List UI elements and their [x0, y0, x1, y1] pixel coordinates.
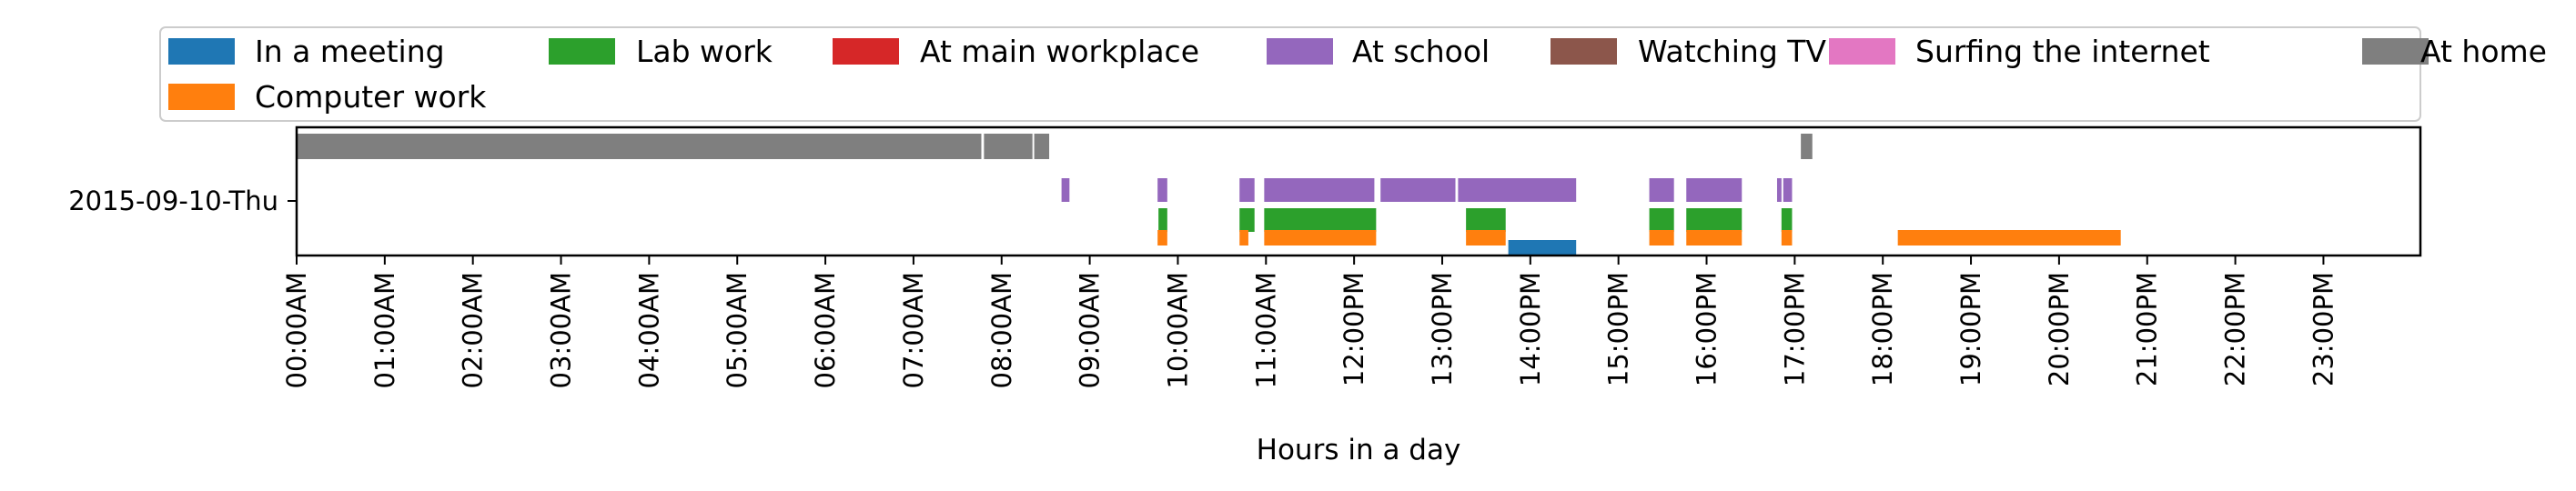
- x-tick-label: 01:00AM: [369, 272, 400, 388]
- x-tick-label: 22:00PM: [2220, 272, 2251, 386]
- x-tick-label: 21:00PM: [2132, 272, 2163, 386]
- y-axis-ticks: 2015-09-10-Thu: [68, 185, 297, 216]
- x-tick-label: 13:00PM: [1427, 272, 1458, 386]
- bar-at-school-1: [1157, 178, 1167, 202]
- legend-label: At home: [2420, 34, 2547, 69]
- legend-item-in-a-meeting: In a meeting: [168, 34, 445, 69]
- x-tick-label: 16:00PM: [1692, 272, 1722, 386]
- x-tick-label: 07:00AM: [898, 272, 929, 388]
- bar-computer-work-1: [1239, 230, 1248, 246]
- bar-computer-work-6: [1781, 230, 1793, 246]
- y-tick-label: 2015-09-10-Thu: [68, 185, 278, 216]
- x-tick-label: 02:00AM: [458, 272, 489, 388]
- x-tick-label: 05:00AM: [722, 272, 753, 388]
- bar-lab-work-3: [1466, 208, 1506, 232]
- bar-at-school-7: [1686, 178, 1743, 202]
- bar-computer-work-0: [1157, 230, 1167, 246]
- x-tick-label: 11:00AM: [1250, 272, 1281, 388]
- plot-frame: [295, 125, 2422, 257]
- legend: In a meeting Computer work Lab work At main…: [159, 26, 2547, 122]
- bar-lab-work-5: [1686, 208, 1743, 232]
- bar-at-home-2: [1034, 134, 1050, 159]
- legend-item-at-home: At home: [2362, 34, 2547, 69]
- bar-lab-work-1: [1239, 208, 1255, 232]
- x-tick-label: 04:00AM: [633, 272, 664, 388]
- legend-swatch: [833, 38, 899, 65]
- bar-at-home-1: [984, 134, 1033, 159]
- bar-at-home-0: [297, 134, 982, 159]
- bar-lab-work-6: [1781, 208, 1793, 232]
- bar-at-school-8: [1776, 178, 1782, 202]
- x-tick-label: 23:00PM: [2308, 272, 2339, 386]
- bar-computer-work-4: [1649, 230, 1674, 246]
- x-tick-label: 10:00AM: [1162, 272, 1193, 388]
- bar-at-school-0: [1061, 178, 1070, 202]
- legend-label: Computer work: [255, 79, 487, 115]
- bar-at-school-5: [1458, 178, 1577, 202]
- x-tick-label: 18:00PM: [1867, 272, 1898, 386]
- x-tick-label: 08:00AM: [986, 272, 1017, 388]
- bar-computer-work-7: [1897, 230, 2121, 246]
- legend-swatch: [1267, 38, 1333, 65]
- legend-item-surfing-the-internet: Surfing the internet: [1829, 34, 2210, 69]
- legend-label: Surfing the internet: [1915, 34, 2210, 69]
- legend-swatch: [1551, 38, 1617, 65]
- bar-at-school-2: [1239, 178, 1255, 202]
- legend-item-at-school: At school: [1267, 34, 1490, 69]
- legend-label: At main workplace: [920, 34, 1199, 69]
- bar-at-school-9: [1783, 178, 1793, 202]
- bar-computer-work-2: [1264, 230, 1377, 246]
- legend-swatch: [168, 38, 235, 65]
- legend-swatch: [168, 84, 235, 110]
- legend-item-computer-work: Computer work: [168, 79, 487, 115]
- x-tick-label: 17:00PM: [1779, 272, 1810, 386]
- x-tick-label: 15:00PM: [1603, 272, 1634, 386]
- x-tick-label: 19:00PM: [1955, 272, 1986, 386]
- legend-label: In a meeting: [255, 34, 445, 69]
- x-tick-label: 00:00AM: [281, 272, 312, 388]
- x-tick-label: 20:00PM: [2044, 272, 2075, 386]
- bar-at-school-4: [1380, 178, 1456, 202]
- legend-item-at-main-workplace: At main workplace: [833, 34, 1199, 69]
- activity-bars: [297, 134, 2121, 256]
- x-tick-label: 09:00AM: [1075, 272, 1106, 388]
- bar-lab-work-0: [1158, 208, 1167, 232]
- legend-swatch: [1829, 38, 1895, 65]
- x-tick-label: 12:00PM: [1339, 272, 1369, 386]
- bar-at-school-6: [1649, 178, 1674, 202]
- x-tick-label: 14:00PM: [1515, 272, 1546, 386]
- legend-label: Lab work: [636, 34, 773, 69]
- x-axis-label: Hours in a day: [1257, 434, 1461, 466]
- legend-label: At school: [1352, 34, 1490, 69]
- bar-computer-work-3: [1466, 230, 1506, 246]
- bar-lab-work-2: [1264, 208, 1377, 232]
- legend-swatch: [549, 38, 615, 65]
- legend-item-lab-work: Lab work: [549, 34, 773, 69]
- legend-label: Watching TV: [1638, 34, 1826, 69]
- bar-at-home-3: [1801, 134, 1813, 159]
- bar-computer-work-5: [1686, 230, 1743, 246]
- x-tick-label: 06:00AM: [810, 272, 841, 388]
- legend-swatch: [2362, 38, 2429, 65]
- legend-item-watching-tv: Watching TV: [1551, 34, 1826, 69]
- bar-at-school-3: [1264, 178, 1375, 202]
- bar-lab-work-4: [1649, 208, 1674, 232]
- x-axis-ticks: 00:00AM 01:00AM 02:00AM 03:00AM 04:00AM 05:00…: [281, 256, 2339, 388]
- x-tick-label: 03:00AM: [546, 272, 577, 388]
- bar-in-a-meeting-0: [1508, 240, 1577, 256]
